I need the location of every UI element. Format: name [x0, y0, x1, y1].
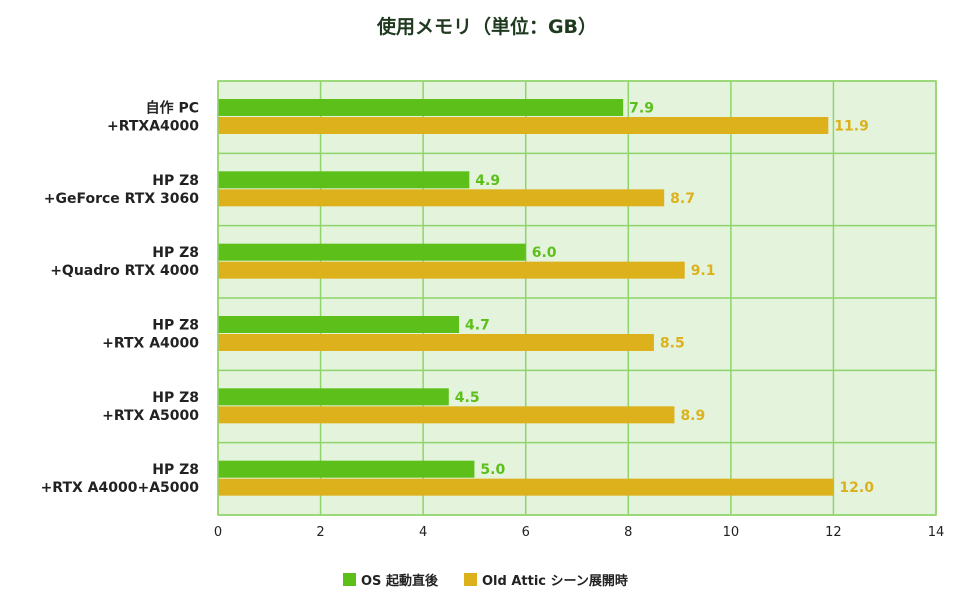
legend-label-os-startup: OS 起動直後: [361, 573, 439, 589]
category-label-line1: HP Z8: [152, 390, 199, 406]
category-label-line2: +RTX A5000: [102, 408, 199, 424]
chart-title: 使用メモリ（単位：GB）: [376, 15, 597, 38]
legend-label-scene-open: Old Attic シーン展開時: [482, 573, 628, 589]
bar-os-startup: [218, 388, 449, 406]
data-label: 5.0: [480, 462, 505, 478]
bar-scene-open: [218, 189, 665, 207]
bar-os-startup: [218, 171, 470, 189]
legend-swatch-scene-open: [464, 573, 477, 586]
x-tick-label: 0: [214, 525, 222, 540]
x-tick-label: 4: [419, 525, 427, 540]
data-label: 4.5: [455, 390, 480, 406]
category-label-line1: 自作 PC: [146, 100, 199, 117]
category-label-line2: +RTXA4000: [107, 119, 199, 135]
bar-os-startup: [218, 243, 526, 261]
category-label-line2: +Quadro RTX 4000: [50, 263, 199, 279]
bar-scene-open: [218, 406, 675, 424]
x-tick-label: 2: [316, 525, 324, 540]
category-label-line1: HP Z8: [152, 173, 199, 189]
category-label-line2: +RTX A4000: [102, 336, 199, 352]
category-label-line2: +GeForce RTX 3060: [44, 191, 199, 207]
data-label: 8.5: [660, 336, 685, 352]
bar-scene-open: [218, 261, 685, 279]
bar-scene-open: [218, 117, 829, 134]
legend-swatch-os-startup: [343, 573, 356, 586]
bar-scene-open: [218, 334, 654, 351]
data-label: 9.1: [691, 263, 716, 279]
x-tick-label: 8: [624, 525, 632, 540]
category-label-line2: +RTX A4000+A5000: [41, 480, 200, 496]
x-tick-label: 12: [825, 525, 842, 540]
data-label: 4.7: [465, 318, 490, 334]
data-label: 6.0: [532, 245, 557, 261]
x-tick-label: 6: [522, 525, 530, 540]
category-label-line1: HP Z8: [152, 462, 199, 478]
bar-scene-open: [218, 478, 834, 496]
category-label-line1: HP Z8: [152, 245, 199, 261]
data-label: 12.0: [839, 480, 874, 496]
category-label-line1: HP Z8: [152, 318, 199, 334]
x-tick-label: 14: [928, 525, 945, 540]
bar-os-startup: [218, 316, 460, 333]
data-label: 4.9: [475, 173, 500, 189]
data-label: 11.9: [834, 119, 869, 135]
x-tick-label: 10: [723, 525, 740, 540]
data-label: 8.7: [670, 191, 695, 207]
plot-frame: [217, 80, 937, 516]
data-label: 7.9: [629, 101, 654, 117]
bar-os-startup: [218, 460, 475, 478]
bar-os-startup: [218, 99, 624, 116]
data-label: 8.9: [680, 408, 705, 424]
